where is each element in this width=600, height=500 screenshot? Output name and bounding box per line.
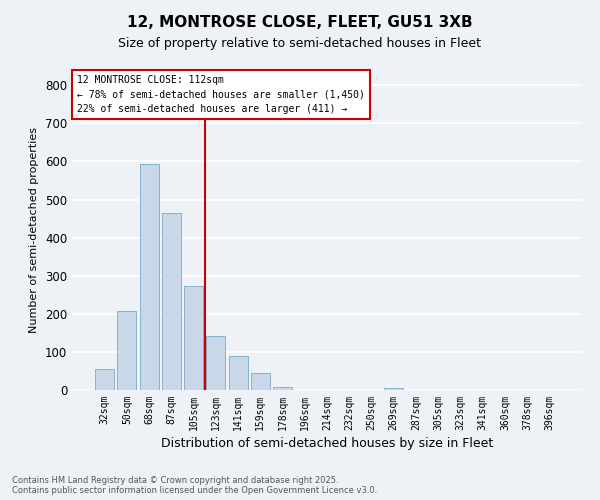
Bar bbox=[184, 286, 203, 390]
Bar bbox=[95, 369, 114, 390]
Text: Size of property relative to semi-detached houses in Fleet: Size of property relative to semi-detach… bbox=[119, 38, 482, 51]
Text: Contains HM Land Registry data © Crown copyright and database right 2025.
Contai: Contains HM Land Registry data © Crown c… bbox=[12, 476, 377, 495]
Bar bbox=[206, 336, 225, 390]
Bar bbox=[384, 388, 403, 390]
Bar bbox=[118, 311, 136, 390]
Bar bbox=[251, 373, 270, 390]
Bar bbox=[229, 356, 248, 390]
Bar bbox=[162, 213, 181, 390]
X-axis label: Distribution of semi-detached houses by size in Fleet: Distribution of semi-detached houses by … bbox=[161, 437, 493, 450]
Bar bbox=[140, 164, 158, 390]
Y-axis label: Number of semi-detached properties: Number of semi-detached properties bbox=[29, 127, 40, 333]
Text: 12, MONTROSE CLOSE, FLEET, GU51 3XB: 12, MONTROSE CLOSE, FLEET, GU51 3XB bbox=[127, 15, 473, 30]
Text: 12 MONTROSE CLOSE: 112sqm
← 78% of semi-detached houses are smaller (1,450)
22% : 12 MONTROSE CLOSE: 112sqm ← 78% of semi-… bbox=[77, 75, 365, 114]
Bar bbox=[273, 388, 292, 390]
